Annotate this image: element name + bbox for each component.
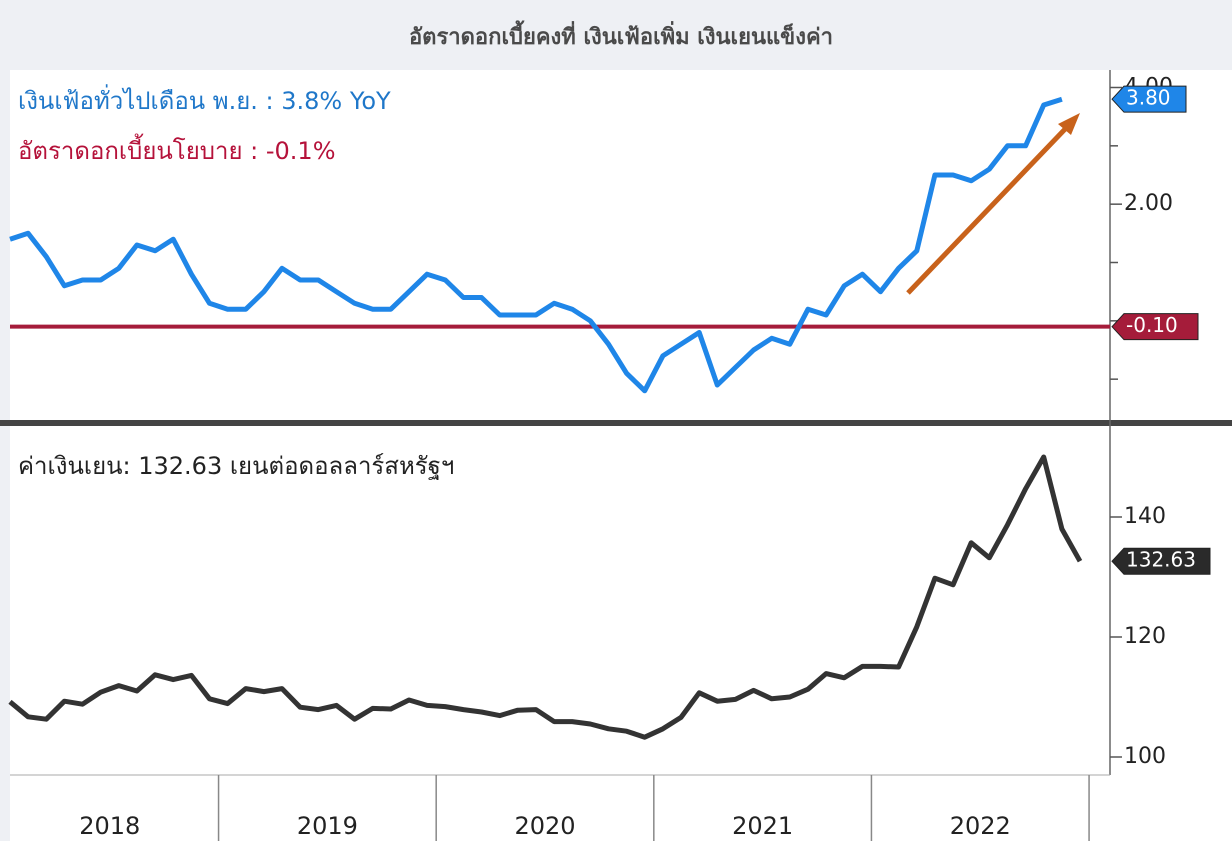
y-tick-label: 100 bbox=[1124, 744, 1166, 769]
y-tick-label: 140 bbox=[1124, 504, 1166, 529]
trend-arrow bbox=[906, 124, 1070, 295]
value-tag-label: 132.63 bbox=[1126, 548, 1196, 572]
value-tag bbox=[1111, 85, 1187, 113]
value-tag-label: 3.80 bbox=[1126, 86, 1171, 110]
x-tick-label: 2020 bbox=[514, 812, 575, 840]
value-tag-label: -0.10 bbox=[1126, 313, 1178, 337]
x-tick-label: 2018 bbox=[79, 812, 140, 840]
value-tag bbox=[1111, 313, 1199, 341]
plot-background bbox=[10, 70, 1232, 841]
trend-arrow-head bbox=[1058, 113, 1080, 135]
x-tick-label: 2019 bbox=[297, 812, 358, 840]
y-tick-label: 120 bbox=[1124, 624, 1166, 649]
line-series bbox=[9, 96, 1063, 394]
x-tick-label: 2021 bbox=[732, 812, 793, 840]
annotation: อัตราดอกเบี้ยนโยบาย : -0.1% bbox=[18, 133, 336, 165]
line-series bbox=[8, 454, 1083, 740]
x-tick-label: 2022 bbox=[950, 812, 1011, 840]
chart-title: อัตราดอกเบี้ยคงที่ เงินเฟ้อเพิ่ม เงินเยน… bbox=[409, 20, 833, 50]
y-tick-label: 2.00 bbox=[1124, 191, 1173, 216]
annotation: ค่าเงินเยน: 132.63 เยนต่อดอลลาร์สหรัฐฯ bbox=[18, 452, 454, 480]
panel-divider bbox=[0, 420, 1232, 426]
annotation: เงินเฟ้อทั่วไปเดือน พ.ย. : 3.8% YoY bbox=[18, 84, 391, 115]
value-tag bbox=[1111, 547, 1211, 575]
